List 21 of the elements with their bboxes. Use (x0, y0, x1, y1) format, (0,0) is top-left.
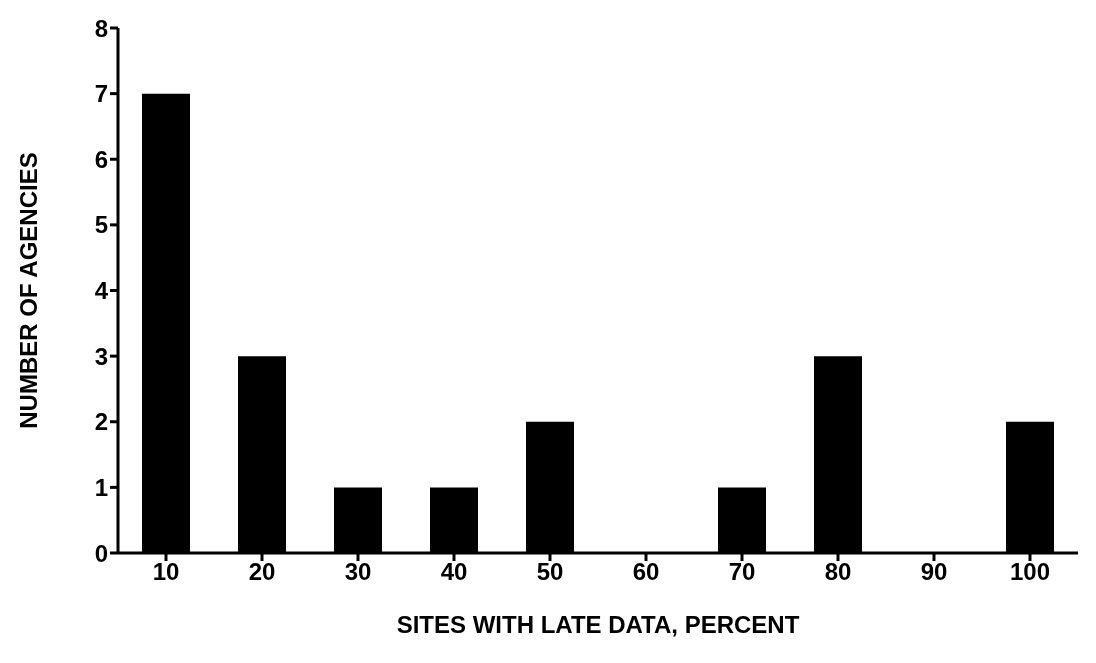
x-tick-label: 40 (440, 558, 468, 586)
y-tick-label: 7 (94, 80, 108, 108)
x-tick-label: 30 (344, 558, 372, 586)
x-axis-title: SITES WITH LATE DATA, PERCENT (396, 611, 800, 638)
y-tick-label: 1 (94, 473, 108, 501)
y-tick-label: 8 (94, 14, 108, 42)
x-tick-label: 70 (728, 558, 756, 586)
x-tick-label: 90 (920, 558, 948, 586)
y-tick-label: 4 (94, 277, 109, 305)
y-tick-label: 3 (94, 342, 108, 370)
y-tick-label: 0 (94, 539, 108, 567)
x-tick-label: 50 (536, 558, 564, 586)
y-tick-label: 6 (94, 145, 108, 173)
x-tick-label: 20 (248, 558, 276, 586)
x-tick-label: 80 (824, 558, 852, 586)
y-tick-label: 5 (94, 211, 108, 239)
y-tick-label: 2 (94, 408, 108, 436)
x-tick-label: 60 (632, 558, 660, 586)
x-tick-label: 100 (1009, 558, 1051, 586)
y-axis-title: NUMBER OF AGENCIES (14, 152, 42, 429)
x-tick-label: 10 (152, 558, 180, 586)
